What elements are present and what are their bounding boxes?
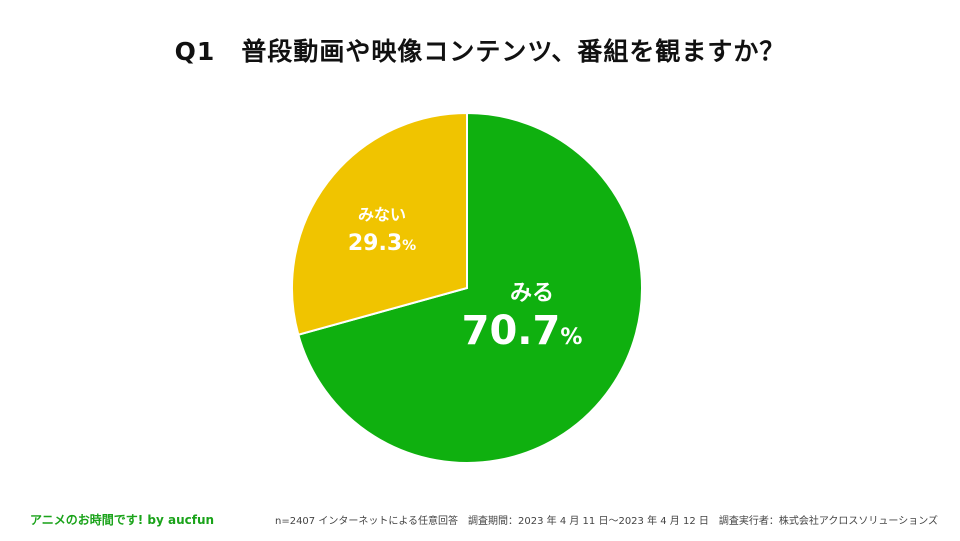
- slice-label-name-minai: みない: [358, 205, 406, 224]
- chart-title: Q1 普段動画や映像コンテンツ、番組を観ますか？: [174, 37, 786, 66]
- slice-label-value-minai: 29.3%: [348, 231, 416, 256]
- survey-note: n=2407 インターネットによる任意回答 調査期間：2023 年 4 月 11…: [274, 516, 938, 527]
- brand-logo-text: アニメのお時間です! by aucfun: [30, 513, 215, 527]
- pie-labels: みる 70.7% みない 29.3%: [348, 205, 583, 354]
- pie-slice-minai: [291, 111, 468, 336]
- pie-slices: [291, 111, 643, 464]
- pie-slice-miru: [297, 111, 643, 464]
- slice-label-name-miru: みる: [510, 281, 554, 306]
- slice-label-value-miru: 70.7%: [462, 308, 583, 354]
